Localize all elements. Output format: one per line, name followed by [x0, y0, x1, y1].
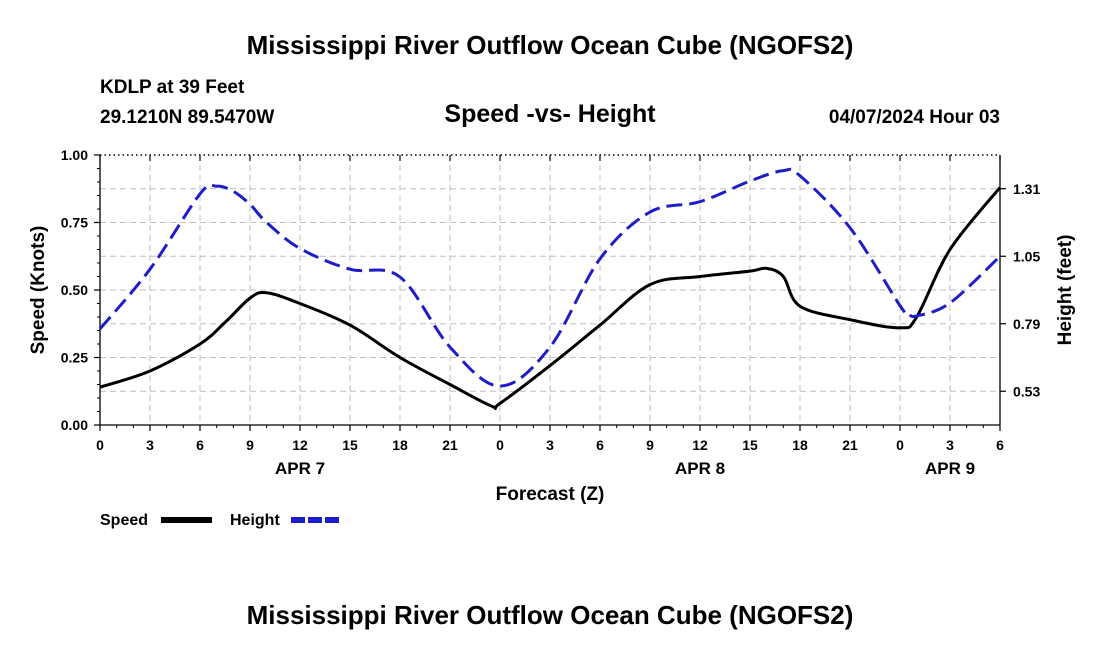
x-tick-label: 18: [392, 437, 408, 453]
y-axis-title: Speed (Knots): [28, 226, 49, 355]
forecast-datetime: 04/07/2024 Hour 03: [828, 107, 1000, 128]
day-label: APR 8: [675, 459, 725, 478]
x-tick-label: 21: [842, 437, 858, 453]
y2-tick-label: 1.31: [1013, 181, 1040, 197]
x-tick-label: 0: [96, 437, 104, 453]
y-tick-label: 0.75: [61, 215, 88, 231]
speed-height-chart: 0 3 6 9 12 15 18 21 0 3 6 9 12 15 18 21 0 3 6 APR 7 APR 8 APR…: [28, 147, 1076, 529]
x-tick-label: 6: [196, 437, 204, 453]
axes: [94, 154, 1006, 431]
y2-axis-title: Height (feet): [1055, 235, 1076, 346]
height-series-line: [98, 167, 1002, 388]
tick-labels: 0 3 6 9 12 15 18 21 0 3 6 9 12 15 18 21 0 3 6 APR 7 APR 8 APR…: [28, 147, 1076, 505]
x-tick-label: 18: [792, 437, 808, 453]
x-tick-label: 6: [996, 437, 1004, 453]
y-tick-label: 0.25: [61, 350, 88, 366]
footer-title: Mississippi River Outflow Ocean Cube (NG…: [246, 600, 854, 630]
y2-tick-label: 0.53: [1013, 383, 1040, 399]
y2-tick-label: 0.79: [1013, 316, 1040, 332]
station-label: KDLP at 39 Feet: [100, 77, 245, 98]
x-tick-label: 12: [292, 437, 308, 453]
day-label: APR 7: [275, 459, 325, 478]
x-tick-label: 15: [342, 437, 358, 453]
grid: [100, 155, 1000, 425]
x-tick-label: 12: [692, 437, 708, 453]
x-tick-label: 3: [146, 437, 154, 453]
day-label: APR 9: [925, 459, 975, 478]
legend: Speed Height: [100, 512, 342, 529]
speed-series-line: [99, 186, 1002, 410]
legend-label-height: Height: [230, 512, 280, 529]
x-tick-label: 0: [496, 437, 504, 453]
x-tick-label: 15: [742, 437, 758, 453]
y2-tick-label: 1.05: [1013, 248, 1040, 264]
series: [98, 167, 1002, 410]
x-tick-label: 0: [896, 437, 904, 453]
x-tick-label: 9: [246, 437, 254, 453]
x-tick-label: 6: [596, 437, 604, 453]
y-tick-label: 1.00: [61, 147, 88, 163]
x-tick-label: 9: [646, 437, 654, 453]
x-tick-label: 21: [442, 437, 458, 453]
x-axis-title: Forecast (Z): [496, 484, 605, 505]
x-tick-label: 3: [546, 437, 554, 453]
legend-label-speed: Speed: [100, 512, 148, 529]
chart-subtitle: Speed -vs- Height: [444, 100, 656, 128]
y-tick-label: 0.00: [61, 417, 88, 433]
chart-title: Mississippi River Outflow Ocean Cube (NG…: [246, 30, 854, 60]
x-tick-label: 3: [946, 437, 954, 453]
station-coords: 29.1210N 89.5470W: [100, 107, 275, 128]
y-tick-label: 0.50: [61, 282, 88, 298]
